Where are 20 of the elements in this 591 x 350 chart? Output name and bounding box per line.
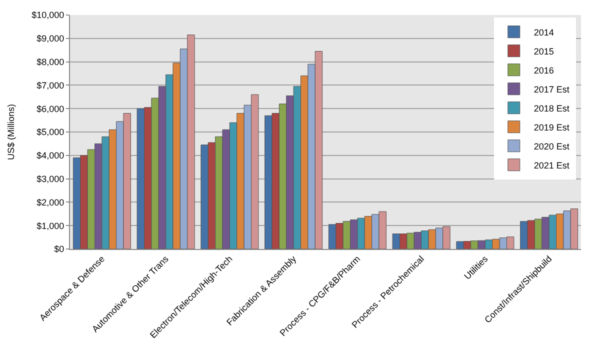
legend-label: 2015	[534, 46, 554, 56]
y-tick-label: $6,000	[36, 104, 64, 114]
y-tick-label: $5,000	[36, 127, 64, 138]
legend-label: 2018 Est	[534, 103, 570, 114]
legend-label: 2014	[534, 27, 554, 38]
legend-label: 2016	[534, 65, 554, 76]
y-tick-label: $2,000	[36, 197, 64, 208]
y-tick-label: $4,000	[36, 150, 64, 161]
y-tick-label: $0	[54, 244, 64, 254]
legend-label: 2020 Est	[534, 141, 570, 152]
y-tick-label: $9,000	[36, 34, 64, 44]
y-tick-label: $3,000	[36, 174, 64, 184]
legend-label: 2019 Est	[534, 122, 570, 132]
y-tick-label: $7,000	[36, 80, 64, 90]
legend-label: 2021 Est	[534, 160, 570, 170]
y-tick-label: $8,000	[36, 56, 64, 67]
legend-label: 2017 Est	[534, 84, 570, 94]
y-tick-label: $1,000	[36, 220, 64, 231]
y-axis-title: US$ (Millions)	[6, 104, 16, 160]
y-tick-label: $10,000	[32, 10, 64, 20]
